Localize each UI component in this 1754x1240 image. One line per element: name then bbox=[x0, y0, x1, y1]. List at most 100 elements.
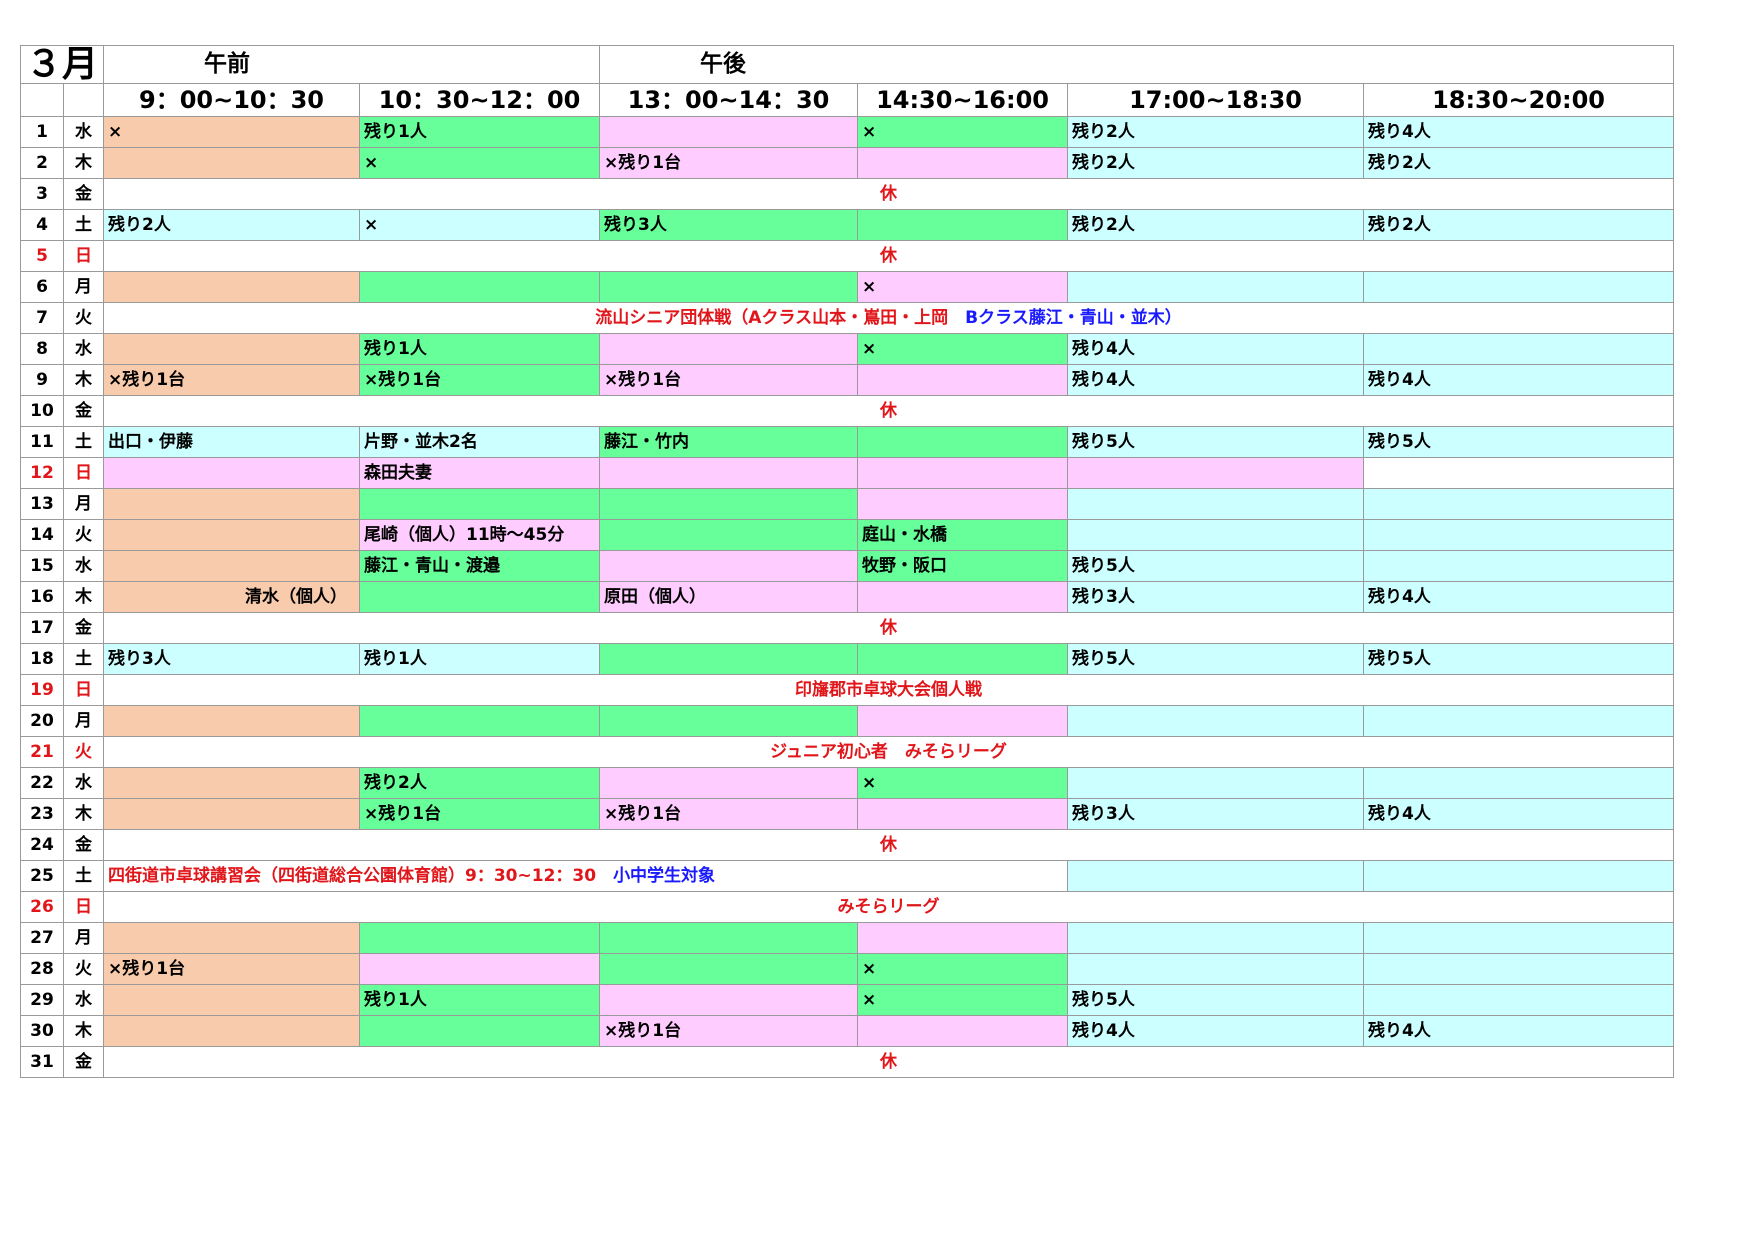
slot-cell[interactable] bbox=[599, 767, 859, 799]
slot-cell[interactable] bbox=[599, 953, 859, 985]
slot-cell[interactable]: × bbox=[857, 333, 1069, 365]
slot-cell[interactable]: ×残り1台 bbox=[359, 798, 601, 830]
slot-cell[interactable]: 残り2人 bbox=[1363, 147, 1675, 179]
slot-cell[interactable]: 残り2人 bbox=[1363, 209, 1675, 241]
slot-cell[interactable] bbox=[103, 271, 361, 303]
slot-cell[interactable]: 残り3人 bbox=[599, 209, 859, 241]
slot-cell[interactable] bbox=[103, 488, 361, 520]
slot-cell[interactable] bbox=[103, 922, 361, 954]
slot-cell[interactable]: 残り2人 bbox=[1067, 209, 1365, 241]
slot-cell[interactable] bbox=[103, 147, 361, 179]
slot-cell[interactable]: 残り4人 bbox=[1363, 116, 1675, 148]
slot-cell[interactable]: 片野・並木2名 bbox=[359, 426, 601, 458]
slot-cell[interactable] bbox=[103, 984, 361, 1016]
slot-cell[interactable]: 残り4人 bbox=[1363, 798, 1675, 830]
slot-cell[interactable]: 清水（個人） bbox=[103, 581, 361, 613]
slot-cell[interactable]: × bbox=[857, 953, 1069, 985]
slot-cell[interactable]: 残り5人 bbox=[1067, 426, 1365, 458]
slot-cell[interactable] bbox=[103, 519, 361, 551]
slot-cell[interactable] bbox=[857, 457, 1069, 489]
slot-cell[interactable] bbox=[103, 767, 361, 799]
slot-cell[interactable]: 庭山・水橋 bbox=[857, 519, 1069, 551]
slot-cell[interactable] bbox=[599, 643, 859, 675]
slot-cell[interactable]: 牧野・阪口 bbox=[857, 550, 1069, 582]
slot-cell[interactable] bbox=[1067, 488, 1365, 520]
slot-cell[interactable] bbox=[1363, 488, 1675, 520]
slot-cell[interactable] bbox=[599, 922, 859, 954]
slot-cell[interactable] bbox=[359, 488, 601, 520]
slot-cell[interactable] bbox=[857, 798, 1069, 830]
slot-cell[interactable] bbox=[103, 705, 361, 737]
slot-cell[interactable]: ×残り1台 bbox=[599, 798, 859, 830]
slot-cell[interactable] bbox=[1067, 457, 1365, 489]
slot-cell[interactable] bbox=[857, 922, 1069, 954]
slot-cell[interactable]: 残り4人 bbox=[1067, 333, 1365, 365]
slot-cell[interactable] bbox=[599, 271, 859, 303]
slot-cell[interactable]: × bbox=[359, 147, 601, 179]
slot-cell[interactable] bbox=[1067, 705, 1365, 737]
slot-cell[interactable]: 残り5人 bbox=[1363, 643, 1675, 675]
slot-cell[interactable] bbox=[1067, 767, 1365, 799]
slot-cell[interactable] bbox=[599, 488, 859, 520]
slot-cell[interactable] bbox=[103, 333, 361, 365]
slot-cell[interactable] bbox=[1363, 705, 1675, 737]
slot-cell[interactable] bbox=[1067, 953, 1365, 985]
slot-cell[interactable]: 藤江・青山・渡邉 bbox=[359, 550, 601, 582]
slot-cell[interactable]: 残り5人 bbox=[1067, 984, 1365, 1016]
slot-cell[interactable] bbox=[857, 488, 1069, 520]
slot-cell[interactable] bbox=[857, 147, 1069, 179]
slot-cell[interactable]: 残り1人 bbox=[359, 643, 601, 675]
slot-cell[interactable] bbox=[1363, 457, 1675, 489]
slot-cell[interactable] bbox=[359, 581, 601, 613]
slot-cell[interactable] bbox=[857, 364, 1069, 396]
slot-cell[interactable] bbox=[599, 550, 859, 582]
slot-cell[interactable]: 残り2人 bbox=[1067, 147, 1365, 179]
slot-cell[interactable]: 尾崎（個人）11時～45分 bbox=[359, 519, 601, 551]
slot-cell[interactable]: 残り4人 bbox=[1067, 364, 1365, 396]
slot-cell[interactable]: ×残り1台 bbox=[599, 1015, 859, 1047]
slot-cell[interactable] bbox=[359, 705, 601, 737]
slot-cell[interactable] bbox=[103, 1015, 361, 1047]
slot-cell[interactable]: 残り1人 bbox=[359, 984, 601, 1016]
slot-cell[interactable] bbox=[1067, 860, 1365, 892]
slot-cell[interactable] bbox=[1067, 519, 1365, 551]
slot-cell[interactable] bbox=[1363, 271, 1675, 303]
slot-cell[interactable] bbox=[103, 550, 361, 582]
slot-cell[interactable] bbox=[1363, 953, 1675, 985]
slot-cell[interactable] bbox=[857, 705, 1069, 737]
slot-cell[interactable] bbox=[1363, 922, 1675, 954]
slot-cell[interactable] bbox=[857, 643, 1069, 675]
slot-cell[interactable] bbox=[599, 457, 859, 489]
slot-cell[interactable]: 残り5人 bbox=[1067, 550, 1365, 582]
slot-cell[interactable] bbox=[359, 953, 601, 985]
slot-cell[interactable]: × bbox=[857, 271, 1069, 303]
slot-cell[interactable]: 残り2人 bbox=[359, 767, 601, 799]
slot-cell[interactable] bbox=[1067, 922, 1365, 954]
slot-cell[interactable]: 原田（個人） bbox=[599, 581, 859, 613]
slot-cell[interactable] bbox=[1363, 984, 1675, 1016]
slot-cell[interactable] bbox=[1363, 550, 1675, 582]
slot-cell[interactable] bbox=[599, 984, 859, 1016]
slot-cell[interactable] bbox=[599, 519, 859, 551]
slot-cell[interactable]: × bbox=[857, 767, 1069, 799]
slot-cell[interactable]: 出口・伊藤 bbox=[103, 426, 361, 458]
slot-cell[interactable]: 残り5人 bbox=[1363, 426, 1675, 458]
slot-cell[interactable]: 残り5人 bbox=[1067, 643, 1365, 675]
slot-cell[interactable]: 残り2人 bbox=[103, 209, 361, 241]
slot-cell[interactable] bbox=[359, 922, 601, 954]
slot-cell[interactable] bbox=[599, 333, 859, 365]
slot-cell[interactable] bbox=[1363, 519, 1675, 551]
slot-cell[interactable]: ×残り1台 bbox=[103, 364, 361, 396]
slot-cell[interactable]: ×残り1台 bbox=[359, 364, 601, 396]
slot-cell[interactable]: 残り3人 bbox=[1067, 798, 1365, 830]
slot-cell[interactable] bbox=[103, 798, 361, 830]
slot-cell[interactable]: 藤江・竹内 bbox=[599, 426, 859, 458]
slot-cell[interactable]: ×残り1台 bbox=[103, 953, 361, 985]
slot-cell[interactable]: 残り4人 bbox=[1363, 1015, 1675, 1047]
slot-cell[interactable] bbox=[103, 457, 361, 489]
slot-cell[interactable]: 残り3人 bbox=[1067, 581, 1365, 613]
slot-cell[interactable] bbox=[857, 426, 1069, 458]
slot-cell[interactable] bbox=[359, 1015, 601, 1047]
slot-cell[interactable]: × bbox=[857, 116, 1069, 148]
slot-cell[interactable] bbox=[1067, 271, 1365, 303]
